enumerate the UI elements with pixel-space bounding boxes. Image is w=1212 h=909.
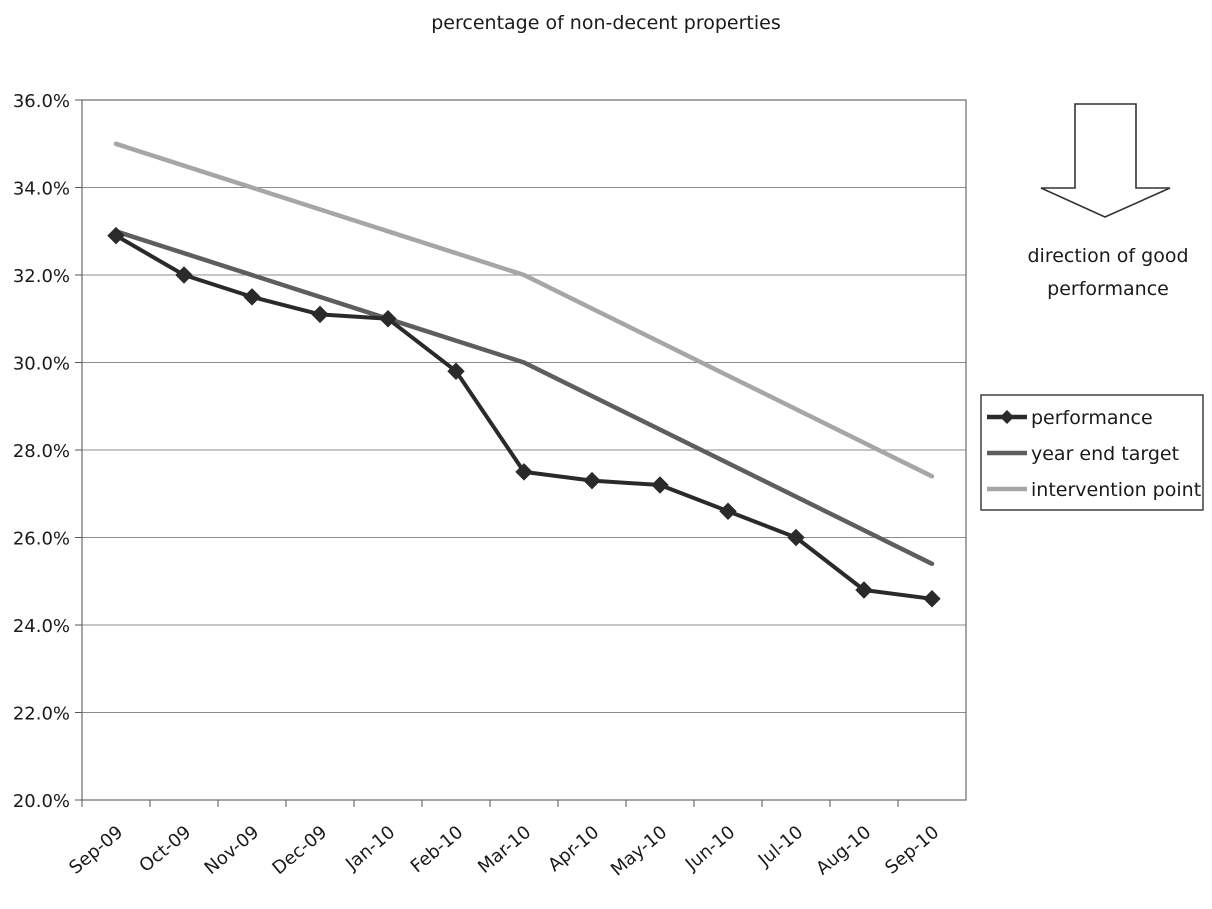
x-tick-label: Jun-10 bbox=[681, 822, 739, 876]
legend-marker bbox=[1000, 410, 1014, 424]
x-tick-label: Oct-09 bbox=[135, 822, 195, 877]
data-point bbox=[855, 581, 873, 599]
chart-title: percentage of non-decent properties bbox=[431, 12, 781, 34]
data-point bbox=[719, 502, 737, 520]
annotation-line-2: performance bbox=[1047, 278, 1169, 300]
y-tick-label: 30.0% bbox=[13, 354, 70, 375]
data-point bbox=[107, 226, 125, 245]
annotation-line-1: direction of good bbox=[1027, 245, 1188, 267]
data-point bbox=[447, 362, 465, 380]
legend-label: year end target bbox=[1031, 443, 1179, 465]
x-axis-tick-labels: Sep-09 Oct-09 Nov-09 Dec-09 Jan-10 Feb-10 Mar-… bbox=[65, 800, 943, 880]
data-point bbox=[923, 590, 941, 608]
y-tick-label: 36.0% bbox=[13, 91, 70, 112]
x-tick-label: Sep-09 bbox=[65, 822, 127, 879]
data-point bbox=[583, 471, 601, 490]
x-tick-label: Aug-10 bbox=[812, 822, 875, 880]
x-tick-label: Jul-10 bbox=[754, 822, 807, 872]
y-tick-label: 22.0% bbox=[13, 704, 70, 725]
down-arrow-icon bbox=[1040, 103, 1171, 218]
x-tick-label: Jan-10 bbox=[341, 822, 399, 875]
data-point bbox=[787, 528, 805, 547]
data-point bbox=[379, 310, 397, 328]
series-line-intervention-point bbox=[113, 141, 935, 479]
y-tick-label: 26.0% bbox=[13, 529, 70, 550]
x-tick-label: Feb-10 bbox=[407, 822, 467, 877]
x-tick-label: Nov-09 bbox=[201, 822, 264, 879]
x-tick-label: Apr-10 bbox=[544, 822, 603, 876]
x-tick-label: May-10 bbox=[607, 822, 671, 881]
series-layer bbox=[107, 141, 941, 608]
y-tick-label: 34.0% bbox=[13, 179, 70, 200]
y-tick-label: 24.0% bbox=[13, 616, 70, 637]
data-point bbox=[175, 266, 193, 284]
y-tick-label: 32.0% bbox=[13, 266, 70, 287]
y-tick-label: 20.0% bbox=[13, 791, 70, 812]
legend-label: performance bbox=[1031, 407, 1153, 429]
series-line-year-end-target bbox=[113, 229, 935, 567]
x-tick-label: Sep-10 bbox=[881, 822, 943, 879]
y-tick-label: 28.0% bbox=[13, 441, 70, 462]
data-point bbox=[311, 305, 329, 324]
data-point bbox=[651, 476, 669, 494]
x-tick-label: Mar-10 bbox=[474, 822, 535, 878]
legend: performance year end target intervention p… bbox=[980, 394, 1204, 511]
plot-area bbox=[81, 99, 967, 801]
x-tick-label: Dec-09 bbox=[269, 822, 332, 879]
gridlines bbox=[75, 99, 966, 801]
legend-label: intervention point bbox=[1031, 479, 1201, 501]
data-point bbox=[515, 463, 533, 481]
y-axis-tick-labels: 20.0% 22.0% 24.0% 26.0% 28.0% 30.0% 32.0% 34.0%… bbox=[13, 91, 70, 812]
data-point bbox=[243, 288, 261, 306]
